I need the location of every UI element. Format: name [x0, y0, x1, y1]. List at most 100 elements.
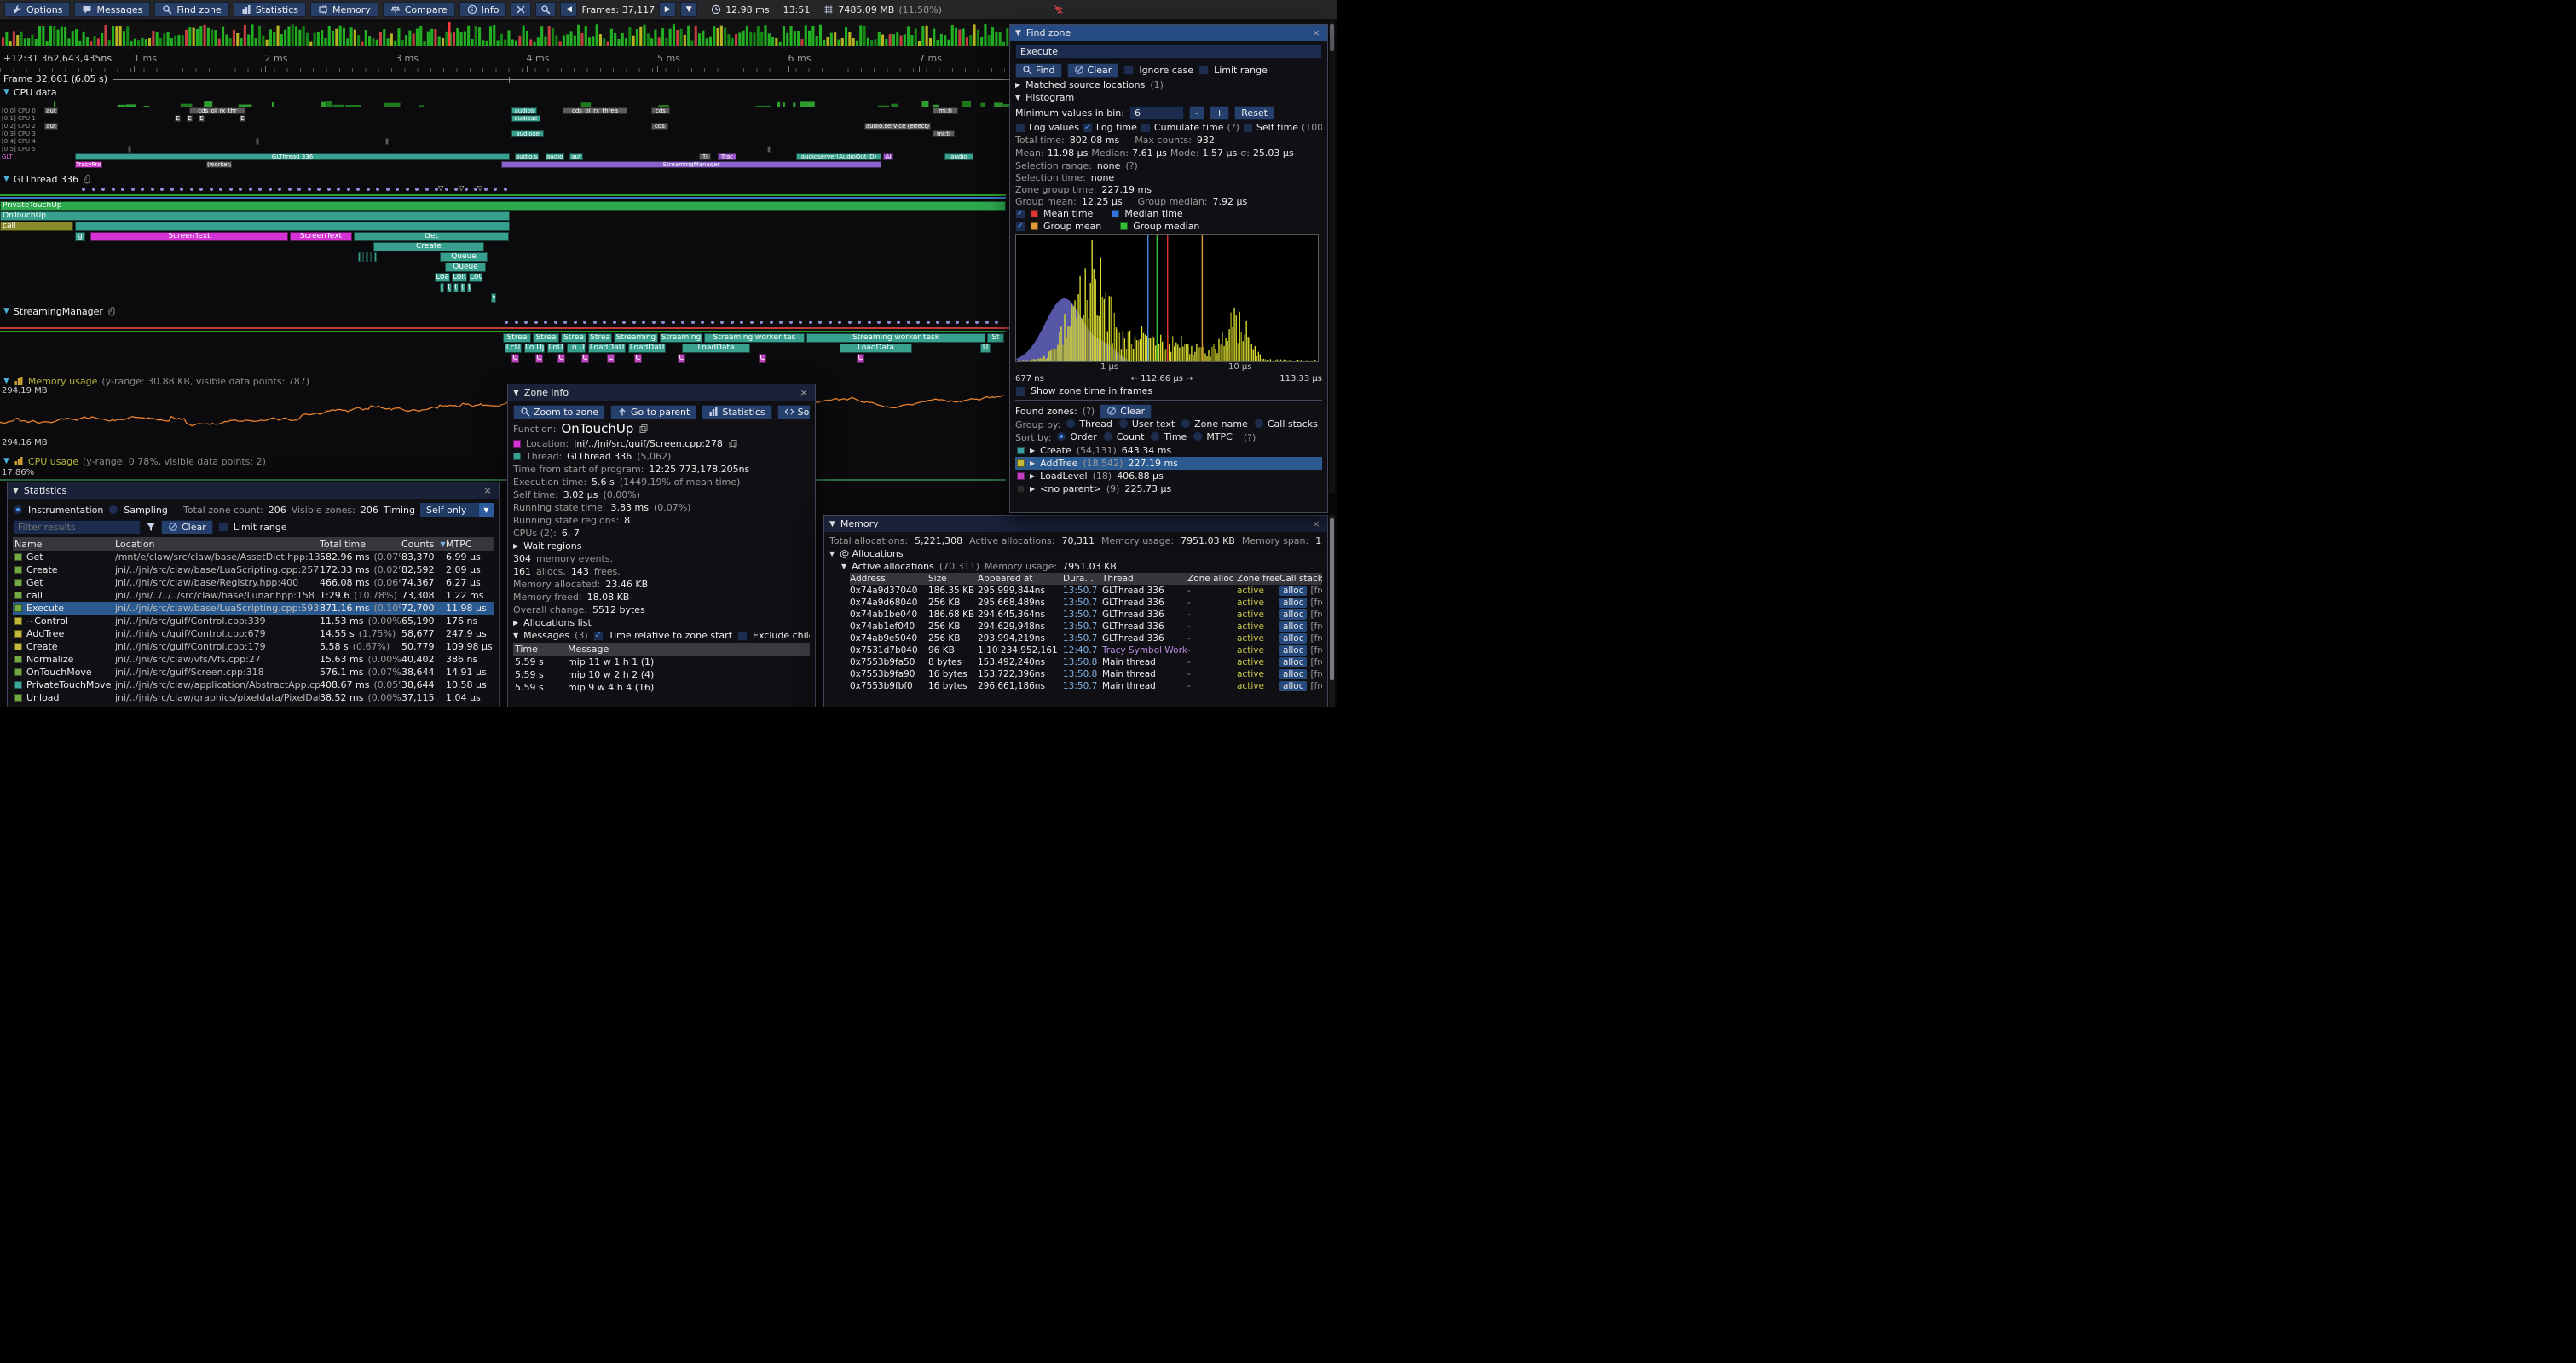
message-dot[interactable]	[415, 188, 419, 191]
message-dot[interactable]	[632, 321, 636, 324]
message-dot[interactable]	[671, 321, 675, 324]
message-dot[interactable]	[926, 321, 930, 324]
gl-thread-header[interactable]: ▼ GLThread 336	[3, 173, 93, 185]
statistics-row[interactable]: Normalize jni/../jni/src/claw/vfs/Vfs.cpp…	[13, 653, 494, 666]
message-dot[interactable]	[651, 321, 656, 324]
statistics-row[interactable]: AddTree jni/../jni/src/guif/Control.cpp:6…	[13, 627, 494, 640]
message-dot[interactable]	[906, 321, 910, 324]
collapse-icon[interactable]: ▼	[3, 307, 9, 315]
message-dot[interactable]	[101, 188, 105, 191]
allocation-row[interactable]: 0x74ab9e5040 256 KB 293,994,219ns 13:50.7 GL…	[850, 632, 1322, 644]
mean-time-checkbox[interactable]: ✓	[1015, 208, 1025, 219]
messages-section-label[interactable]: Messages	[523, 630, 570, 641]
timeline-zone[interactable]: aut	[44, 107, 58, 114]
message-dot[interactable]	[975, 321, 979, 324]
expand-icon[interactable]: ▶	[1015, 81, 1021, 89]
timeline-zone[interactable]: Strea	[588, 333, 612, 343]
message-dot[interactable]	[514, 321, 518, 324]
col-duration[interactable]: Dura...	[1063, 574, 1094, 584]
timeline-zone[interactable]	[767, 146, 771, 153]
timeline-zone[interactable]: E	[240, 115, 245, 122]
timeline-zone[interactable]: Queue	[445, 263, 486, 272]
message-dot[interactable]	[326, 188, 331, 191]
message-dot[interactable]	[454, 188, 458, 191]
message-dot[interactable]	[592, 321, 597, 324]
col-size[interactable]: Size	[928, 574, 947, 584]
clear-groups-button[interactable]: Clear	[1100, 403, 1152, 419]
timeline-zone[interactable]: C	[607, 354, 615, 363]
collapse-icon[interactable]: ▼	[829, 519, 835, 528]
timeline-zone[interactable]: Create	[373, 242, 484, 251]
timeline-zone[interactable]: StreamingManager	[501, 161, 881, 168]
allocations-section-label[interactable]: @ Allocations	[840, 548, 904, 559]
timeline-zone[interactable]: cds_ol_rx_thr	[189, 107, 245, 114]
find-zone-titlebar[interactable]: ▼ Find zone ×	[1010, 25, 1327, 41]
timeline-zone[interactable]	[256, 138, 259, 145]
alloc-callstack-button[interactable]: alloc	[1279, 669, 1308, 679]
message-dot[interactable]	[189, 188, 193, 191]
expand-icon[interactable]: ▶	[1030, 485, 1036, 493]
timeline-zone[interactable]: (	[467, 283, 471, 292]
timeline-zone[interactable]: mi:ti	[933, 130, 955, 137]
message-dot[interactable]	[346, 188, 350, 191]
expand-icon[interactable]: ▶	[1030, 447, 1036, 454]
timeline-zone[interactable]: LoaU	[435, 273, 450, 282]
statistics-button[interactable]: Statistics	[233, 2, 306, 17]
message-dot[interactable]	[130, 188, 135, 191]
timeline-zone[interactable]: audio.se	[515, 153, 539, 160]
limit-range-checkbox[interactable]: ✓	[1198, 65, 1210, 75]
timeline-zone[interactable]: ScreenText	[90, 232, 288, 241]
timeline-zone[interactable]: audio.service (effect)	[864, 123, 931, 130]
col-name[interactable]: Name	[14, 538, 43, 550]
timeline-zone[interactable]: (-	[460, 283, 465, 292]
allocation-row[interactable]: 0x74ab1ef040 256 KB 294,629,948ns 13:50.7 GL…	[850, 621, 1322, 632]
message-dot[interactable]	[464, 188, 468, 191]
statistics-row[interactable]: call jni/../jni/../../../src/claw/base/Lu…	[13, 589, 494, 602]
timeline-zone[interactable]: Streaming	[660, 333, 702, 343]
timeline-zone[interactable]	[362, 252, 364, 262]
message-dot[interactable]	[563, 321, 567, 324]
allocation-row[interactable]: 0x7553b9fa50 8 bytes 153,492,240ns 13:50.8 M…	[850, 656, 1322, 668]
message-dot[interactable]	[936, 321, 939, 324]
alloc-callstack-button[interactable]: alloc	[1279, 633, 1308, 644]
matched-source-locations-label[interactable]: Matched source locations	[1025, 79, 1146, 90]
timeline-zone[interactable]: C	[857, 354, 864, 363]
group-by-radio[interactable]	[1118, 419, 1129, 430]
expand-icon[interactable]: ▶	[513, 619, 519, 627]
message-dot[interactable]	[690, 321, 695, 324]
paperclip-icon[interactable]	[83, 174, 93, 184]
expand-icon[interactable]: ▶	[1030, 472, 1036, 480]
timeline-zone[interactable]: C	[581, 354, 589, 363]
message-dot[interactable]	[916, 321, 920, 324]
ignore-case-checkbox[interactable]: ✓	[1123, 65, 1135, 75]
timeline-zone[interactable]: LoadDaU	[628, 344, 666, 353]
found-zone-group[interactable]: ▶ Create (54,131) 643.34 ms	[1015, 444, 1322, 457]
memory-scrollbar-thumb[interactable]	[1330, 518, 1334, 680]
group-by-radio[interactable]	[1253, 419, 1264, 430]
timeline-zone[interactable]: E	[199, 115, 205, 122]
compare-button[interactable]: Compare	[382, 2, 455, 17]
message-dot[interactable]	[141, 188, 144, 191]
timeline-zone[interactable]: E	[175, 115, 181, 122]
active-allocations-section-label[interactable]: Active allocations	[852, 561, 934, 572]
frame-band[interactable]: Frame 32,661 (6.05 s)	[0, 73, 1326, 85]
timeline-zone[interactable]: TracyProfiler	[75, 161, 102, 168]
timeline-zone[interactable]: Streaming	[614, 333, 658, 343]
message-dot[interactable]	[995, 321, 998, 324]
group-by-option[interactable]: Call stacks	[1253, 419, 1318, 430]
message-dot[interactable]	[642, 321, 645, 324]
log-time-checkbox[interactable]: ✓	[1082, 122, 1093, 133]
message-row[interactable]: 5.59 s mip 11 w 1 h 1 (1)	[513, 656, 810, 668]
timeline-zone[interactable]: Trac	[718, 153, 736, 160]
timeline-zone[interactable]: LoU	[547, 344, 564, 353]
increment-button[interactable]: +	[1209, 105, 1230, 120]
statistics-row[interactable]: Execute jni/../jni/src/claw/base/LuaScrip…	[13, 602, 494, 615]
memory-usage-graph[interactable]	[0, 389, 1006, 445]
memory-plot-header[interactable]: ▼ Memory usage (y-range: 30.88 KB, visib…	[3, 375, 309, 387]
message-dot[interactable]	[808, 321, 812, 324]
sampling-radio[interactable]	[108, 505, 119, 515]
sort-by-radio[interactable]	[1193, 431, 1204, 442]
message-dot[interactable]	[337, 188, 340, 191]
timeline-zone[interactable]: St	[987, 333, 1004, 343]
message-dot[interactable]	[82, 188, 85, 191]
